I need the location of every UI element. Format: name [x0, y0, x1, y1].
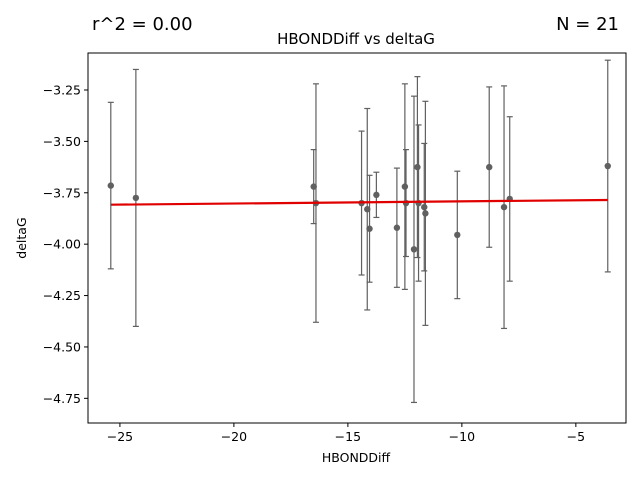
y-tick-label: −3.50: [43, 134, 81, 149]
data-point: [393, 224, 401, 231]
data-point: [486, 163, 493, 171]
data-point: [414, 163, 421, 171]
regression-line: [110, 198, 608, 206]
data-point: [500, 203, 508, 211]
x-tick-label: −10: [449, 429, 475, 444]
x-tick-label: −20: [221, 429, 247, 444]
plot-area: −25 −20 −15 −10 −5 −4.75 −4.50 −4.25 −4.00 −3.75 −…: [43, 59, 611, 444]
data-point: [107, 182, 114, 189]
data-point: [604, 162, 611, 170]
r-squared-annotation: r^2 = 0.00: [92, 14, 193, 35]
n-count-annotation: N = 21: [556, 14, 619, 35]
data-point: [310, 183, 317, 190]
data-point: [364, 206, 371, 213]
x-tick-label: −15: [335, 429, 361, 444]
chart-title: HBONDDiff vs deltaG: [277, 30, 435, 48]
y-tick-label: −4.00: [43, 237, 81, 252]
y-axis-label: deltaG: [14, 217, 29, 258]
data-point: [454, 231, 461, 239]
x-tick-label: −25: [107, 429, 133, 444]
x-axis-label: HBONDDiff: [322, 450, 391, 465]
y-tick-label: −3.75: [43, 185, 81, 200]
data-point: [373, 191, 380, 199]
data-point: [421, 203, 428, 211]
data-point: [422, 210, 429, 217]
y-tick-label: −3.25: [43, 83, 81, 98]
data-point: [401, 183, 409, 190]
data-point: [410, 246, 418, 253]
plot-frame: [87, 52, 627, 424]
data-point: [132, 194, 140, 202]
y-tick-label: −4.75: [43, 391, 81, 406]
y-tick-label: −4.50: [43, 339, 81, 354]
y-tick-label: −4.25: [43, 288, 81, 303]
data-point: [366, 225, 373, 232]
x-tick-label: −5: [567, 429, 585, 444]
